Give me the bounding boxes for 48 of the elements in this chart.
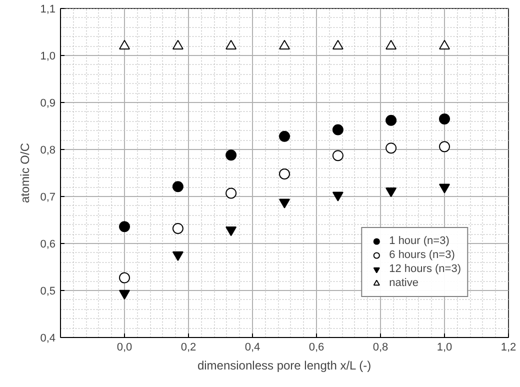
point: [172, 251, 184, 262]
y-tick-label: 1,1: [40, 4, 56, 16]
y-tick-label: 1,0: [40, 50, 56, 62]
point: [226, 150, 237, 161]
x-tick-label: 0,2: [180, 342, 196, 354]
x-tick-label: 1,0: [436, 342, 452, 354]
legend-label: 12 hours (n=3): [389, 262, 461, 276]
point: [332, 40, 344, 50]
x-tick-label: 0,4: [244, 342, 260, 354]
point: [279, 168, 290, 180]
x-tick-label: 0,0: [116, 342, 132, 354]
point: [279, 198, 290, 208]
point: [172, 222, 184, 234]
x-tick-label: 1,2: [500, 342, 516, 354]
y-axis-title: atomic O/C: [18, 142, 32, 204]
point: [279, 130, 290, 142]
point: [439, 113, 450, 124]
point: [439, 40, 450, 50]
point: [119, 290, 130, 300]
x-tick-label: 0,6: [308, 342, 324, 354]
y-tick-label: 0,6: [40, 238, 56, 250]
point: [172, 181, 184, 192]
point: [119, 40, 130, 50]
point: [386, 142, 397, 154]
point: [386, 40, 397, 50]
point: [226, 226, 237, 236]
point: [439, 184, 450, 194]
point: [332, 192, 344, 202]
legend-label: native: [389, 276, 418, 290]
x-tick-label: 0,8: [372, 342, 388, 354]
point: [226, 188, 237, 199]
point: [439, 141, 450, 152]
point: [226, 40, 237, 50]
point: [386, 114, 397, 126]
y-tick-label: 0,4: [40, 332, 56, 344]
point: [172, 40, 184, 50]
y-tick-label: 0,7: [40, 192, 56, 204]
legend-label: 6 hours (n=3): [389, 248, 455, 262]
point: [119, 221, 130, 232]
y-tick-label: 0,5: [40, 286, 56, 298]
y-tick-label: 0,9: [40, 98, 56, 110]
x-axis-title: dimensionless pore length x/L (-): [197, 358, 372, 372]
point: [279, 40, 290, 50]
y-tick-label: 0,8: [40, 144, 56, 156]
legend-label: 1 hour (n=3): [389, 234, 450, 248]
point: [332, 124, 344, 136]
point: [386, 187, 397, 198]
point: [332, 150, 344, 162]
